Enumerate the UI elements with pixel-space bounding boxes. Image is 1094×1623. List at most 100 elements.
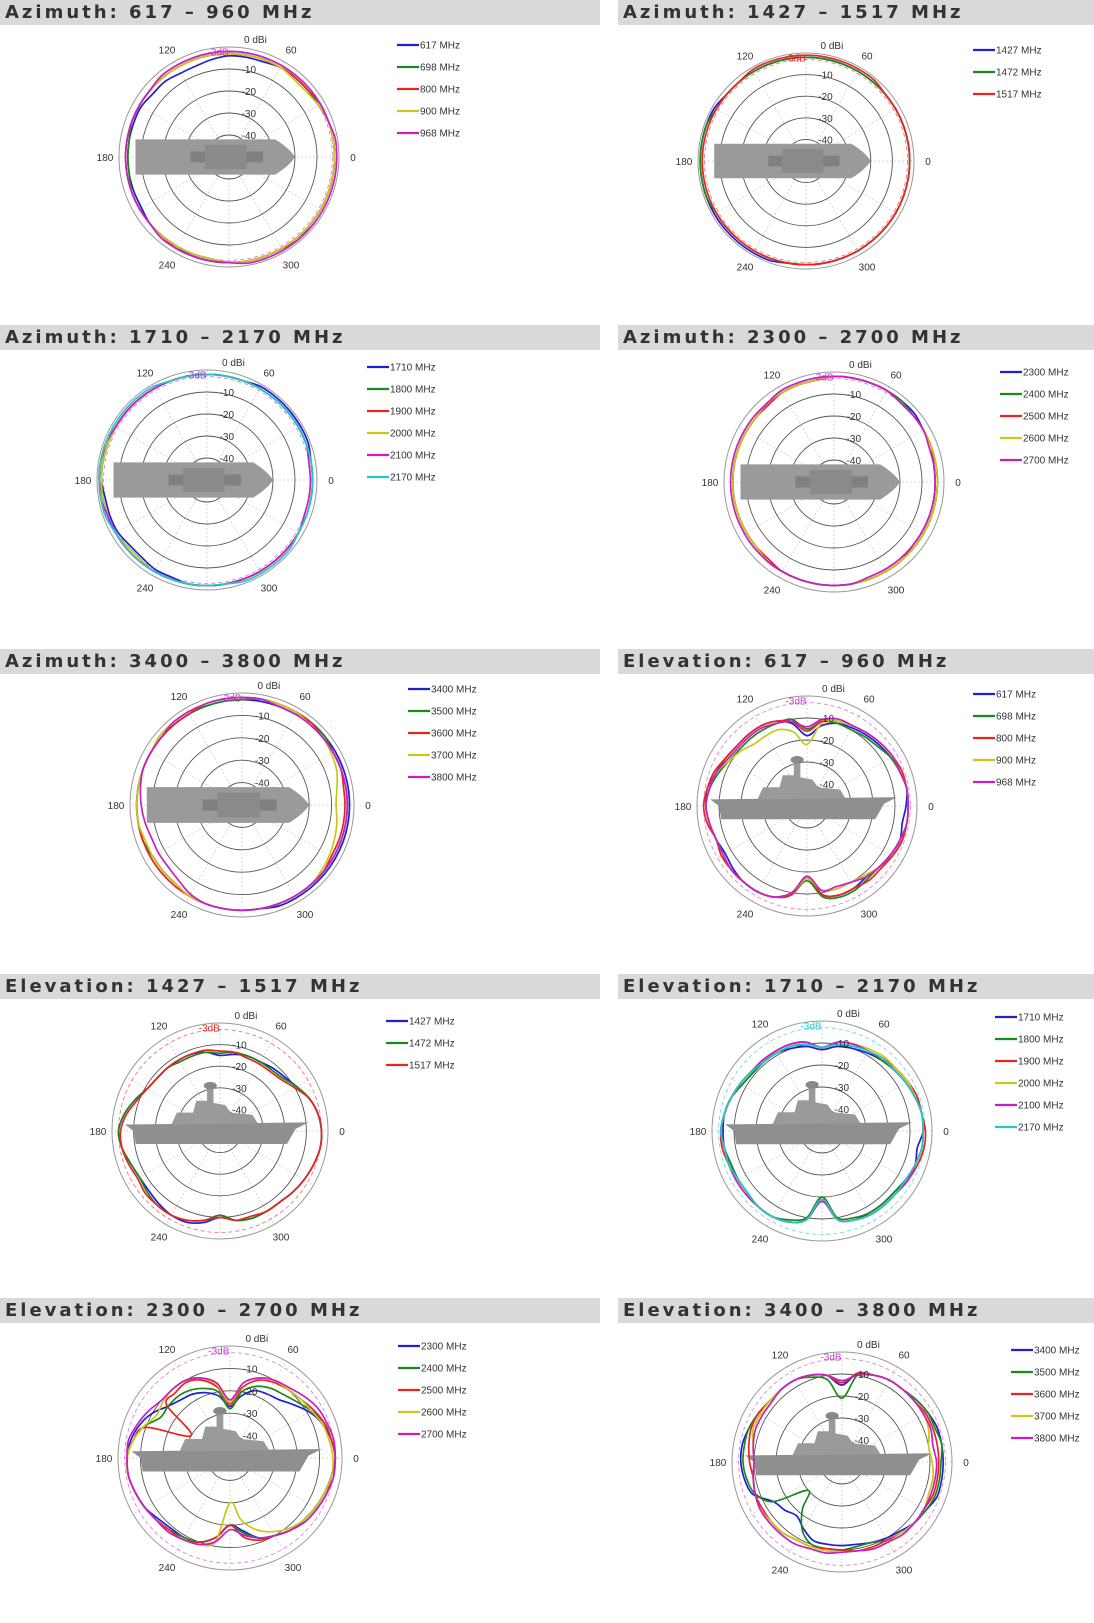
ship-hull-side [124, 1122, 309, 1144]
theta-tick-label: 0 [365, 801, 371, 812]
grid-spoke [219, 1130, 275, 1225]
chart-title: Elevation: 3400 – 3800 MHz [618, 1298, 1094, 1323]
theta-tick-label: 60 [287, 1345, 299, 1356]
theta-tick-label: 300 [285, 1563, 302, 1574]
legend-label: 1800 MHz [390, 385, 436, 396]
theta-tick-label: 240 [764, 585, 781, 596]
r-axis-label: 0 dBi [849, 360, 872, 371]
ship-silhouette-icon [124, 1081, 309, 1144]
legend-label: 2600 MHz [1023, 434, 1069, 445]
r-axis-label: 0 dBi [235, 1011, 258, 1022]
legend-label: 617 MHz [996, 690, 1036, 701]
theta-tick-label: 0 [925, 157, 931, 168]
chart-title: Azimuth: 1427 – 1517 MHz [618, 0, 1094, 25]
theta-tick-label: 300 [861, 909, 878, 920]
polar-plot: 0 60 120 180 240 300 -10 -20 -30 -40 0 dBi -3dB 1427… [90, 1011, 455, 1244]
legend-label: 2700 MHz [421, 1430, 467, 1441]
ship-silhouette-icon [740, 464, 900, 500]
series-line-2170-mhz [719, 1043, 925, 1224]
legend-label: 1472 MHz [996, 68, 1042, 79]
ring-tick-label: -40 [220, 454, 235, 465]
ref-label-3db: -3dB [220, 694, 241, 705]
ring-tick-label: -10 [220, 388, 235, 399]
grid-spoke [241, 748, 340, 806]
r-axis-label: 0 dBi [821, 41, 844, 52]
theta-tick-label: 240 [137, 583, 154, 594]
ship-silhouette-icon [745, 1411, 933, 1476]
theta-tick-label: 180 [97, 153, 114, 164]
series-line-2700-mhz [126, 1377, 337, 1546]
r-axis-label: 0 dBi [245, 1334, 268, 1345]
ring-tick-label: -20 [255, 734, 270, 745]
panel-azimuth-3400-3800: 0 60 120 180 240 300 -10 -20 -30 -40 0 dBi -3dB 3400… [0, 649, 600, 974]
legend-label: 2000 MHz [390, 429, 436, 440]
ship-superstructure [809, 469, 852, 495]
series-line-1517-mhz [701, 54, 911, 266]
theta-tick-label: 180 [690, 1127, 707, 1138]
ring-tick-label: -30 [243, 1409, 258, 1420]
polar-plot: 0 60 120 180 240 300 -10 -20 -30 -40 0 dBi -3dB 2300… [702, 360, 1069, 596]
legend-label: 3500 MHz [1034, 1368, 1080, 1379]
panel-azimuth-1710-2170: 0 60 120 180 240 300 -10 -20 -30 -40 0 dBi -3dB 1710… [0, 325, 600, 650]
theta-tick-label: 300 [297, 910, 314, 921]
ref-label-3db: -3dB [207, 48, 228, 59]
theta-tick-label: 0 [943, 1127, 949, 1138]
outer-ring-0dbi [96, 369, 318, 591]
chart-title: Azimuth: 617 – 960 MHz [0, 0, 600, 25]
ship-silhouette-icon [725, 1080, 913, 1145]
theta-tick-label: 60 [299, 692, 311, 703]
ring-tick-label: -30 [818, 114, 833, 125]
ring-tick-label: -30 [820, 758, 835, 769]
theta-tick-label: 240 [171, 910, 188, 921]
theta-tick-label: 60 [878, 1020, 890, 1031]
ship-hull-side [131, 1449, 322, 1472]
grid-spoke [241, 804, 340, 862]
theta-tick-label: 180 [96, 1454, 113, 1465]
outer-ring-0dbi [731, 1351, 953, 1573]
polar-plot: 0 60 120 180 240 300 -10 -20 -30 -40 0 dBi -3dB 2300… [96, 1334, 467, 1574]
legend-label: 1472 MHz [409, 1039, 455, 1050]
legend-label: 3600 MHz [431, 729, 477, 740]
ship-superstructure [179, 1413, 270, 1452]
panel-elevation-617-960: 0 60 120 180 240 300 -10 -20 -30 -40 0 dBi -3dB 617 … [618, 649, 1094, 974]
legend-label: 1427 MHz [409, 1017, 455, 1028]
ring-tick-label: -10 [847, 390, 862, 401]
legend-label: 1427 MHz [996, 46, 1042, 57]
grid-spoke [185, 804, 243, 903]
grid-spoke [185, 707, 243, 806]
r-axis-label: 0 dBi [244, 35, 267, 46]
ring-tick-label: -40 [847, 456, 862, 467]
theta-tick-label: 120 [159, 1345, 176, 1356]
theta-tick-label: 180 [75, 476, 92, 487]
polar-plot: 0 60 120 180 240 300 -10 -20 -30 -40 0 dBi -3dB 1710… [690, 1009, 1064, 1245]
legend-label: 2400 MHz [421, 1364, 467, 1375]
theta-tick-label: 120 [737, 695, 754, 706]
ring-tick-label: -10 [255, 711, 270, 722]
grid-spoke [241, 804, 299, 903]
ring-tick-label: -40 [232, 1105, 247, 1116]
legend-label: 3700 MHz [431, 751, 477, 762]
series-line-968-mhz [704, 717, 910, 898]
ring-tick-label: -10 [242, 65, 257, 76]
outer-ring-0dbi [129, 692, 355, 918]
legend-label: 2700 MHz [1023, 456, 1069, 467]
legend-label: 2500 MHz [1023, 412, 1069, 423]
chart-title: Azimuth: 1710 – 2170 MHz [0, 325, 600, 350]
ship-hull-side [745, 1453, 933, 1476]
theta-tick-label: 300 [283, 260, 300, 271]
series-line-1517-mhz [119, 1049, 323, 1222]
polar-plot: 0 60 120 180 240 300 -10 -20 -30 -40 0 dBi -3dB 3400… [710, 1340, 1080, 1576]
legend-label: 2000 MHz [1018, 1079, 1064, 1090]
theta-tick-label: 240 [159, 260, 176, 271]
legend-label: 1900 MHz [1018, 1057, 1064, 1068]
theta-tick-label: 0 [353, 1454, 359, 1465]
ref-label-3db: -3dB [185, 371, 206, 382]
theta-tick-label: 120 [159, 46, 176, 57]
legend-label: 1710 MHz [1018, 1013, 1064, 1024]
panel-elevation-3400-3800: 0 60 120 180 240 300 -10 -20 -30 -40 0 dBi -3dB 3400… [618, 1298, 1094, 1623]
legend-label: 3500 MHz [431, 707, 477, 718]
legend-label: 3800 MHz [431, 773, 477, 784]
legend-label: 968 MHz [996, 778, 1036, 789]
theta-tick-label: 120 [151, 1021, 168, 1032]
polar-plot: 0 60 120 180 240 300 -10 -20 -30 -40 0 dBi -3dB 1427… [676, 41, 1042, 274]
